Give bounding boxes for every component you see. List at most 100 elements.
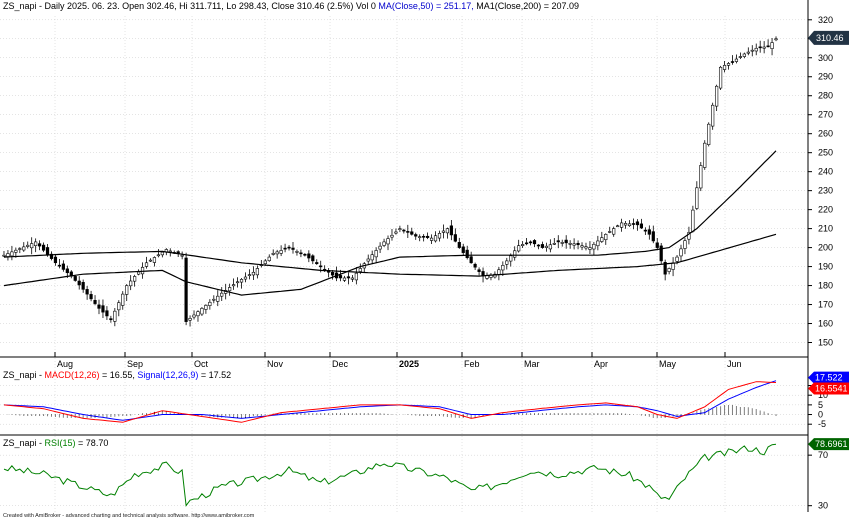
- candle-body: [433, 235, 438, 242]
- candle-body: [398, 228, 402, 231]
- candle-body: [635, 221, 640, 226]
- rsi-panel: [3, 443, 777, 507]
- price-tick-label: 210: [818, 224, 833, 234]
- macd-tick-label: 5: [818, 400, 823, 410]
- candle-body: [338, 275, 343, 279]
- candle-body: [152, 257, 157, 263]
- candle-body: [584, 246, 588, 249]
- candle-body: [473, 263, 477, 268]
- price-tick-label: 270: [818, 110, 833, 120]
- candle-body: [315, 262, 319, 265]
- candle-body: [683, 240, 687, 249]
- candle-body: [57, 264, 62, 267]
- macd-tick-label: 10: [818, 390, 828, 400]
- candle-body: [604, 234, 608, 241]
- candle-body: [675, 256, 679, 262]
- macd-header-prefix: ZS_napi -: [3, 370, 45, 380]
- candle-body: [307, 253, 311, 259]
- candle-body: [140, 267, 145, 275]
- candle-body: [663, 262, 667, 275]
- macd-badge-label: 16.5541: [815, 384, 848, 394]
- candle-body: [34, 241, 38, 247]
- signal-value: = 17.52: [198, 370, 232, 380]
- candle-body: [758, 46, 762, 49]
- candle-body: [133, 276, 137, 282]
- candle-body: [271, 252, 275, 255]
- candle-body: [299, 252, 303, 255]
- candle-body: [18, 248, 22, 250]
- candle-body: [30, 243, 34, 249]
- candle-body: [572, 243, 576, 246]
- candle-body: [26, 244, 30, 247]
- candle-body: [188, 318, 192, 321]
- candle-body: [45, 247, 50, 255]
- price-tick-label: 260: [818, 129, 833, 139]
- candle-body: [655, 242, 659, 248]
- candle-body: [374, 250, 378, 258]
- candle-body: [160, 251, 164, 256]
- price-tick-label: 170: [818, 300, 833, 310]
- candle-body: [267, 256, 271, 262]
- candle-body: [441, 230, 446, 233]
- candle-body: [715, 85, 719, 107]
- price-tick-label: 290: [818, 72, 833, 82]
- candle-body: [73, 276, 77, 281]
- candle-body: [513, 250, 517, 258]
- candle-body: [691, 209, 695, 232]
- candle-body: [623, 223, 628, 226]
- candle-body: [220, 292, 224, 297]
- candle-body: [279, 250, 283, 254]
- candle-body: [117, 302, 121, 311]
- candle-body: [592, 243, 596, 250]
- candle-body: [342, 277, 347, 281]
- candle-body: [552, 243, 556, 245]
- price-tick-label: 320: [818, 15, 833, 25]
- candle-body: [418, 236, 422, 238]
- price-tick-label: 180: [818, 281, 833, 291]
- candle-body: [679, 248, 683, 257]
- candle-body: [477, 269, 481, 272]
- macd-value: = 16.55,: [99, 370, 138, 380]
- candle-body: [437, 233, 442, 239]
- candle-body: [386, 238, 390, 245]
- candle-body: [239, 279, 244, 283]
- macd-label: MACD(12,26): [44, 370, 100, 380]
- grid-lines: [0, 16, 808, 512]
- candle-body: [366, 258, 370, 262]
- macd-line: [3, 381, 777, 423]
- candle-body: [699, 165, 703, 189]
- last-price-label: 310.46: [816, 33, 844, 43]
- price-tick-label: 150: [818, 338, 833, 348]
- candle-body: [275, 251, 279, 255]
- candle-body: [303, 253, 307, 256]
- candle-body: [251, 271, 256, 276]
- candle-body: [738, 56, 742, 58]
- candle-body: [612, 228, 616, 235]
- rsi-badge: [808, 438, 849, 451]
- candle-body: [754, 47, 758, 52]
- candle-body: [505, 260, 509, 265]
- candle-body: [703, 142, 707, 168]
- candle-body: [330, 272, 335, 276]
- ma50-label: MA(Close,50) = 251.17,: [378, 1, 474, 11]
- candle-body: [121, 293, 125, 306]
- candle-body: [180, 254, 184, 257]
- candle-body: [295, 251, 299, 253]
- candle-body: [382, 241, 386, 246]
- candle-body: [93, 300, 97, 304]
- rsi-tick-label: 70: [818, 450, 828, 460]
- candle-body: [136, 271, 141, 275]
- candle-body: [232, 284, 236, 287]
- ma50-line: [3, 150, 777, 296]
- candle-body: [422, 235, 426, 238]
- candle-body: [101, 305, 105, 313]
- candle-body: [200, 308, 204, 315]
- candle-body: [746, 51, 750, 54]
- candle-body: [564, 239, 568, 244]
- candle-body: [544, 245, 548, 248]
- candle-body: [184, 257, 188, 322]
- candle-body: [532, 240, 537, 245]
- candle-body: [445, 228, 450, 234]
- candle-body: [426, 235, 430, 238]
- candle-body: [608, 231, 612, 233]
